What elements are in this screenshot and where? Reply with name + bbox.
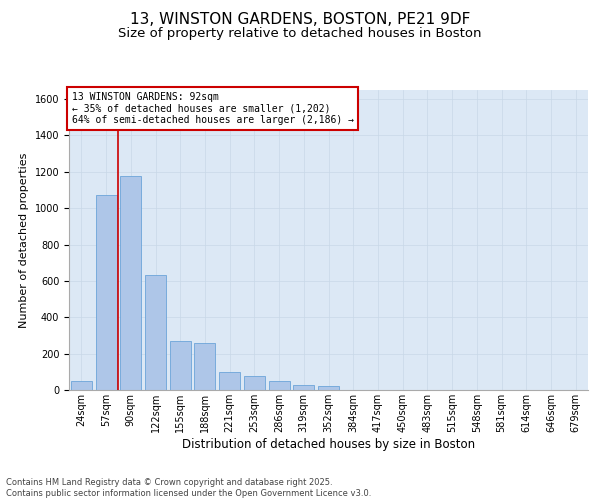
Bar — [219, 372, 240, 390]
Bar — [71, 381, 92, 390]
Text: Size of property relative to detached houses in Boston: Size of property relative to detached ho… — [118, 28, 482, 40]
Text: 13 WINSTON GARDENS: 92sqm
← 35% of detached houses are smaller (1,202)
64% of se: 13 WINSTON GARDENS: 92sqm ← 35% of detac… — [71, 92, 353, 124]
Bar — [170, 341, 191, 390]
Y-axis label: Number of detached properties: Number of detached properties — [19, 152, 29, 328]
Bar — [145, 274, 166, 390]
Bar — [120, 176, 141, 390]
Text: 13, WINSTON GARDENS, BOSTON, PE21 9DF: 13, WINSTON GARDENS, BOSTON, PE21 9DF — [130, 12, 470, 28]
Bar — [95, 194, 116, 390]
Bar — [244, 376, 265, 390]
Bar — [194, 342, 215, 390]
Bar — [269, 381, 290, 390]
Bar — [318, 386, 339, 390]
Text: Contains HM Land Registry data © Crown copyright and database right 2025.
Contai: Contains HM Land Registry data © Crown c… — [6, 478, 371, 498]
X-axis label: Distribution of detached houses by size in Boston: Distribution of detached houses by size … — [182, 438, 475, 450]
Bar — [293, 384, 314, 390]
